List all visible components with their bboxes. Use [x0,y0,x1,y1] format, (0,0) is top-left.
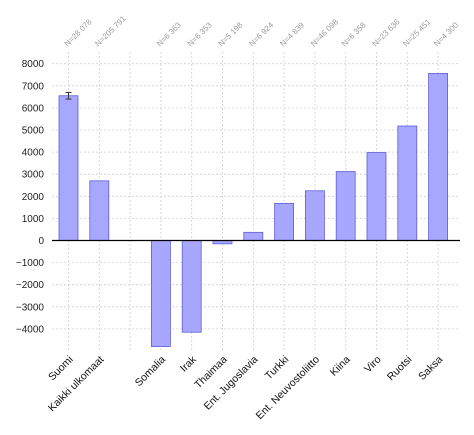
bar [397,125,418,241]
y-tick-label: 8000 [22,59,45,70]
bar [428,73,449,241]
x-tick-label: Suomi [46,354,76,384]
n-label: N=25 451 [401,17,432,48]
bar [335,171,356,241]
y-tick-label: 0 [38,236,44,247]
y-tick-label: −3000 [16,302,45,313]
x-tick-label: Kiina [328,354,353,379]
bar [181,240,202,333]
y-tick-label: −2000 [16,280,45,291]
y-tick-label: 7000 [22,81,45,92]
y-tick-label: 3000 [22,170,45,181]
bar [58,95,79,241]
n-label: N=4 839 [278,20,306,48]
n-label: N=6 353 [186,20,214,48]
bar [89,180,110,241]
bar [274,202,295,241]
x-tick-label: Irak [178,353,199,374]
x-tick-label: Somalia [133,354,168,389]
labels: −4000 −3000 −2000 −1000 0 1000 2000 3000 4000 500… [16,14,461,422]
y-tick-label: 6000 [22,103,45,114]
bar [150,240,171,347]
x-tick-label: Ruotsi [385,354,415,384]
n-label: N=205 791 [93,14,128,49]
bar [366,152,387,241]
n-label: N=46 098 [309,17,340,48]
error-bar [65,91,72,100]
n-label: N=5 198 [217,20,245,48]
bar [304,190,325,241]
y-tick-label: 1000 [22,214,45,225]
n-label: N=23 636 [371,17,402,48]
x-tick-label: Saksa [416,354,445,383]
y-tick-label: 5000 [22,126,45,137]
n-label: N=28 078 [63,17,94,48]
x-tick-label: Turkki [263,354,291,382]
n-label: N=4 300 [432,20,460,48]
x-tick-label: Viro [362,354,384,376]
n-label: N=6 358 [340,20,368,48]
bar [243,231,264,241]
y-tick-label: 4000 [22,148,45,159]
y-tick-label: 2000 [22,192,45,203]
y-tick-label: −4000 [16,324,45,335]
bars [58,73,449,347]
x-tick-label: Ent. Jugoslavia [202,354,261,413]
n-label: N=6 363 [155,20,183,48]
n-label: N=6 924 [247,20,275,48]
x-tick-label: Kaikki ulkomaat [46,354,107,415]
y-tick-label: −1000 [16,258,45,269]
